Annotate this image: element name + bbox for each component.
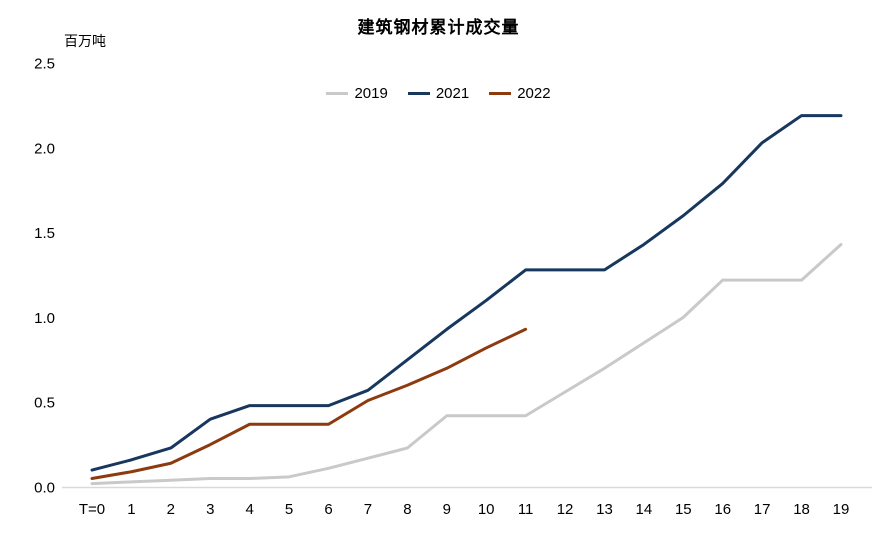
legend-item-2019: 2019 bbox=[326, 85, 388, 102]
legend-label-2021: 2021 bbox=[435, 85, 470, 102]
x-tick-label: 10 bbox=[478, 501, 495, 518]
x-tick-label: 17 bbox=[754, 501, 771, 518]
legend-item-2022: 2022 bbox=[489, 85, 551, 102]
y-axis-unit-label: 百万吨 bbox=[64, 33, 106, 49]
y-tick-label: 1.5 bbox=[34, 225, 55, 242]
line-series-2021 bbox=[90, 114, 843, 472]
y-tick-label: 1.0 bbox=[34, 310, 55, 327]
y-tick-label: 2.0 bbox=[34, 140, 55, 157]
x-tick-label: 12 bbox=[557, 501, 574, 518]
x-tick-label: 7 bbox=[364, 501, 372, 518]
x-tick-label: 1 bbox=[127, 501, 135, 518]
x-tick-label: 3 bbox=[206, 501, 214, 518]
y-tick-label: 2.5 bbox=[34, 56, 55, 73]
legend-swatch-2019 bbox=[326, 92, 349, 95]
x-tick-label: 18 bbox=[793, 501, 810, 518]
x-tick-label: 11 bbox=[518, 501, 534, 518]
legend: 2019 2021 2022 bbox=[0, 86, 877, 101]
x-tick-label: 6 bbox=[324, 501, 332, 518]
line-series-2019 bbox=[90, 242, 843, 486]
y-tick-label: 0.5 bbox=[34, 395, 55, 412]
x-tick-label: 14 bbox=[636, 501, 653, 518]
x-tick-label: 2 bbox=[167, 501, 175, 518]
legend-label-2022: 2022 bbox=[517, 85, 551, 102]
x-tick-label: 9 bbox=[443, 501, 451, 518]
x-tick-label: 8 bbox=[403, 501, 411, 518]
x-tick-label: T=0 bbox=[79, 501, 105, 518]
x-tick-label: 4 bbox=[246, 501, 254, 518]
x-tick-label: 15 bbox=[675, 501, 692, 518]
legend-item-2021: 2021 bbox=[407, 85, 470, 102]
line-series-2022 bbox=[90, 327, 528, 481]
x-tick-label: 5 bbox=[285, 501, 293, 518]
y-tick-label: 0.0 bbox=[34, 480, 55, 497]
legend-swatch-2022 bbox=[489, 92, 512, 95]
legend-label-2019: 2019 bbox=[354, 85, 388, 102]
chart-title: 建筑钢材累计成交量 bbox=[357, 18, 520, 37]
x-tick-label: 16 bbox=[714, 501, 731, 518]
legend-swatch-2021 bbox=[407, 92, 430, 95]
x-tick-label: 13 bbox=[596, 501, 613, 518]
x-tick-label: 19 bbox=[833, 501, 850, 518]
